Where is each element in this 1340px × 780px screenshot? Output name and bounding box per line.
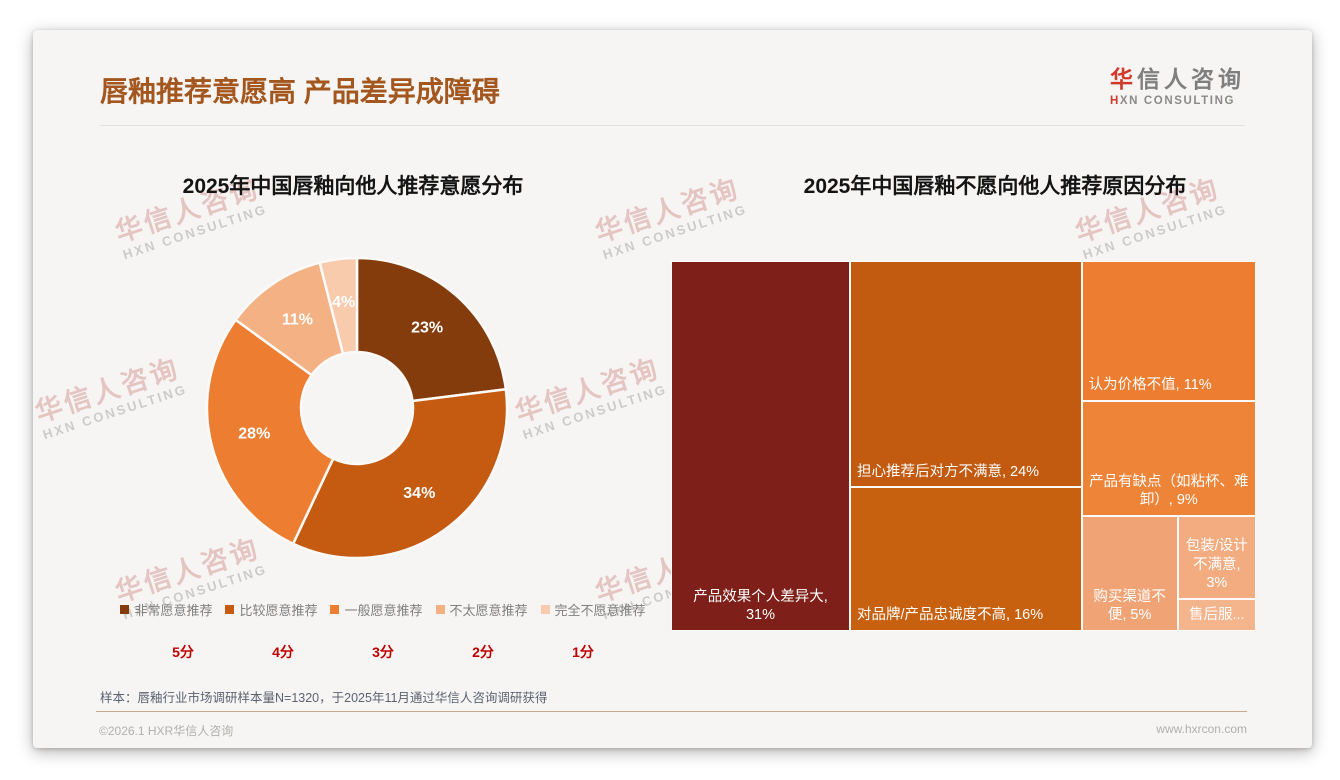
treemap-block-对品牌/产品忠诚度不高: 对品牌/产品忠诚度不高, 16% bbox=[850, 487, 1082, 631]
donut-slice-比较愿意推荐 bbox=[291, 387, 509, 560]
logo-red-char: 华 bbox=[1110, 66, 1137, 92]
treemap-block-label: 产品有缺点（如粘杯、难卸）, 9% bbox=[1089, 473, 1249, 509]
treemap-block-label: 购买渠道不便, 5% bbox=[1093, 588, 1166, 624]
treemap-block-包装/设计不满意: 包装/设计不满意, 3% bbox=[1177, 515, 1256, 599]
legend-label: 一般愿意推荐 bbox=[344, 603, 423, 618]
legend-item-完全不愿意推荐: 完全不愿意推荐 bbox=[540, 600, 646, 619]
treemap-block-认为价格不值: 认为价格不值, 11% bbox=[1081, 261, 1256, 401]
legend-label: 完全不愿意推荐 bbox=[554, 603, 646, 618]
footer-copyright: ©2026.1 HXR华信人咨询 bbox=[99, 724, 234, 738]
legend-item-一般愿意推荐: 一般愿意推荐 bbox=[330, 600, 423, 619]
donut-value-label: 23% bbox=[411, 320, 443, 337]
legend-item-非常愿意推荐: 非常愿意推荐 bbox=[120, 600, 212, 619]
legend-swatch bbox=[225, 605, 235, 614]
company-logo: 华信人咨询 HXN CONSULTING bbox=[1110, 60, 1245, 107]
logo-chinese-name: 华信人咨询 bbox=[1110, 60, 1245, 94]
donut-slice-一般愿意推荐 bbox=[205, 318, 335, 545]
watermark-line1: 华信人咨询 bbox=[33, 353, 184, 428]
watermark-line2: HXN CONSULTING bbox=[1080, 201, 1230, 263]
treemap-block-label: 认为价格不值, 11% bbox=[1088, 377, 1212, 394]
legend-label: 非常愿意推荐 bbox=[134, 603, 213, 618]
legend-item-比较愿意推荐: 比较愿意推荐 bbox=[225, 600, 317, 619]
treemap-block-label: 对品牌/产品忠诚度不高, 16% bbox=[857, 607, 1044, 624]
donut-slice-非常愿意推荐 bbox=[355, 256, 508, 403]
treemap-block-担心推荐后对方不满意: 担心推荐后对方不满意, 24% bbox=[850, 261, 1082, 488]
legend-label: 比较愿意推荐 bbox=[239, 603, 318, 618]
score-label: 5分 bbox=[172, 644, 194, 660]
score-label: 1分 bbox=[572, 644, 594, 660]
watermark-line1: 华信人咨询 bbox=[511, 353, 664, 428]
donut-value-label: 4% bbox=[332, 294, 355, 311]
donut-chart-title: 2025年中国唇釉向他人推荐意愿分布 bbox=[182, 175, 524, 198]
treemap-block-label: 售后服... bbox=[1189, 607, 1245, 624]
legend-swatch bbox=[435, 605, 445, 614]
donut-value-label: 28% bbox=[238, 426, 270, 443]
treemap-block-产品有缺点（如粘杯、难卸）: 产品有缺点（如粘杯、难卸）, 9% bbox=[1081, 400, 1256, 516]
footer-website: www.hxrcon.com bbox=[1156, 722, 1247, 736]
donut-legend: 非常愿意推荐 比较愿意推荐 一般愿意推荐 不太愿意推荐 完全不愿意推荐 bbox=[63, 600, 703, 619]
score-labels-row: 5分 4分 3分 2分 1分 bbox=[133, 642, 633, 662]
score-label: 4分 bbox=[272, 644, 294, 660]
legend-swatch bbox=[120, 605, 130, 614]
watermark-line2: HXN CONSULTING bbox=[600, 201, 750, 263]
treemap-chart: 产品效果个人差异大, 31% 担心推荐后对方不满意, 24% 对品牌/产品忠诚度不高… bbox=[671, 261, 1256, 631]
treemap-chart-title: 2025年中国唇釉不愿向他人推荐原因分布 bbox=[803, 175, 1187, 198]
treemap-block-购买渠道不便: 购买渠道不便, 5% bbox=[1081, 515, 1178, 631]
sample-note: 样本：唇釉行业市场调研样本量N=1320，于2025年11月通过华信人咨询调研获… bbox=[100, 691, 548, 705]
treemap-block-label: 担心推荐后对方不满意, 24% bbox=[857, 463, 1040, 480]
treemap-block-label: 包装/设计不满意, 3% bbox=[1185, 538, 1248, 592]
logo-gray-chars: 信人咨询 bbox=[1137, 66, 1245, 92]
donut-slice-完全不愿意推荐 bbox=[318, 256, 359, 356]
watermark-line2: HXN CONSULTING bbox=[40, 381, 190, 443]
score-label: 3分 bbox=[372, 644, 394, 660]
footer-divider bbox=[96, 711, 1247, 712]
legend-label: 不太愿意推荐 bbox=[449, 603, 528, 618]
legend-item-不太愿意推荐: 不太愿意推荐 bbox=[435, 600, 528, 619]
legend-swatch bbox=[330, 605, 340, 614]
donut-chart: 23% 34% 28% 11% 4% bbox=[205, 256, 509, 560]
donut-value-label: 11% bbox=[282, 312, 313, 329]
watermark-line2: HXN CONSULTING bbox=[520, 381, 670, 443]
slide-card: 华信人咨询 HXN CONSULTING 华信人咨询 HXN CONSULTING 华信… bbox=[33, 30, 1312, 748]
treemap-block-售后服...: 售后服... bbox=[1177, 598, 1256, 631]
header-divider bbox=[100, 125, 1245, 126]
donut-value-label: 34% bbox=[403, 485, 435, 502]
score-label: 2分 bbox=[472, 644, 494, 660]
treemap-block-label: 产品效果个人差异大, 31% bbox=[693, 588, 828, 624]
logo-english-name: HXN CONSULTING bbox=[1110, 95, 1236, 107]
treemap-block-产品效果个人差异大: 产品效果个人差异大, 31% bbox=[671, 261, 850, 631]
legend-swatch bbox=[540, 605, 550, 614]
slide-title: 唇釉推荐意愿高 产品差异成障碍 bbox=[100, 76, 500, 107]
